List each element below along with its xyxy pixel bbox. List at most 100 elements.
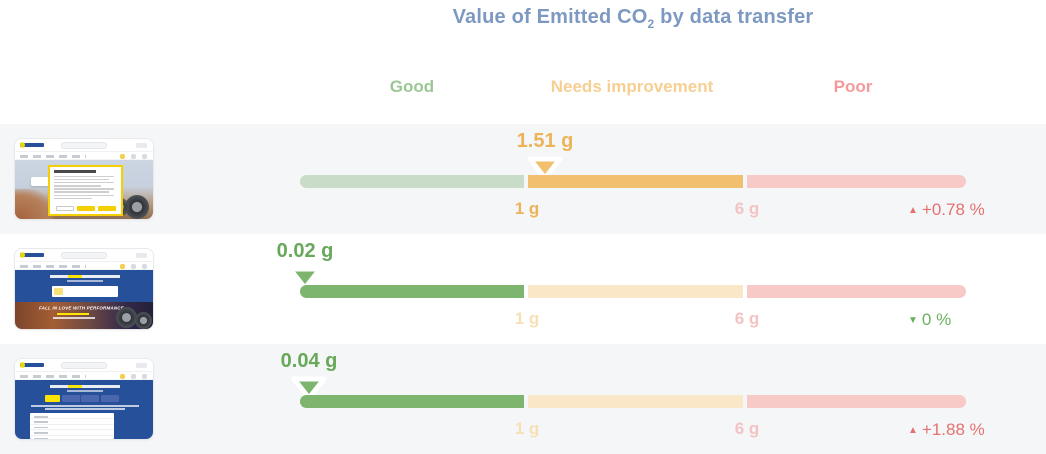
change-percent-value: +1.88 % [921, 420, 985, 439]
threshold-label-6g: 6 g [734, 419, 760, 438]
thumb-menu-icon [136, 253, 147, 258]
page-thumbnail-homepage: FALL IN LOVE WITH PERFORMANCE [14, 248, 154, 330]
thumb-nav-icon [142, 153, 147, 159]
tab-active [45, 395, 60, 402]
change-percent-value: 0 % [921, 310, 952, 329]
hero-subheading-line [67, 280, 103, 282]
gauge-segment-needs-improvement [528, 285, 743, 298]
thumb-search-bar [61, 142, 107, 149]
thumb-nav-icon-yellow [120, 263, 125, 269]
subscript-2: 2 [647, 17, 655, 31]
cookie-consent-dialog [48, 165, 123, 216]
gauge-segment-poor [747, 175, 966, 188]
thumb-search-bar [61, 252, 107, 259]
zone-label-needs-improvement: Needs improvement [550, 77, 714, 96]
thumb-hero-photo [15, 160, 153, 219]
thumb-menu-icon [136, 143, 147, 148]
thumb-site-header [15, 249, 153, 262]
dropdown-option [30, 414, 114, 420]
dialog-buttons [54, 206, 117, 211]
michelin-logo [20, 362, 44, 368]
tire-image [116, 307, 137, 328]
dialog-confirm-button [97, 206, 116, 211]
thumb-menu-icon [136, 363, 147, 368]
gauge-segment-needs-improvement [528, 395, 743, 408]
thumb-nav-bar [15, 152, 153, 160]
gauge-segment-poor [747, 395, 966, 408]
thumb-blue-hero [15, 270, 153, 302]
banner-text: FALL IN LOVE WITH PERFORMANCE [39, 306, 124, 312]
trend-up-icon: ▲ [908, 205, 918, 216]
threshold-label-6g: 6 g [734, 309, 760, 328]
thumb-nav-bar [15, 262, 153, 270]
dropdown-option [30, 436, 114, 439]
thumb-site-header [15, 139, 153, 152]
michelin-logo [20, 142, 44, 148]
threshold-label-1g: 1 g [514, 199, 540, 218]
dropdown-panel [30, 413, 114, 439]
dropdown-option [30, 425, 114, 431]
thumb-blue-body [15, 380, 153, 439]
threshold-label-6g: 6 g [734, 199, 760, 218]
tire-image [135, 312, 152, 329]
dropdown-option [30, 430, 114, 436]
gauge-segment-good [300, 285, 524, 298]
michelin-logo [20, 252, 44, 258]
emission-value: 0.04 g [280, 350, 338, 372]
banner-small-line [53, 317, 95, 319]
thumb-nav-icon-yellow [120, 153, 125, 159]
threshold-label-1g: 1 g [514, 309, 540, 328]
hero-search-box [52, 286, 118, 297]
thumb-nav-icon [131, 373, 136, 379]
dialog-ghost-button [55, 206, 74, 211]
gauge-row-homepage: FALL IN LOVE WITH PERFORMANCE 0.02 g 1 g… [0, 234, 1046, 344]
body-subheading-line [67, 390, 103, 392]
thumb-nav-icon [142, 263, 147, 269]
tab [81, 395, 99, 402]
thumb-nav-icon [131, 153, 136, 159]
banner-yellow-line [57, 313, 89, 315]
gauge-segment-poor [747, 285, 966, 298]
gauge-segment-good [300, 395, 524, 408]
thumb-site-header [15, 359, 153, 372]
dialog-title-line [54, 170, 96, 173]
body-text-line [45, 408, 125, 410]
dialog-accept-button [76, 206, 95, 211]
emission-value: 1.51 g [516, 130, 574, 152]
thumb-autumn-banner: FALL IN LOVE WITH PERFORMANCE [15, 302, 153, 329]
thumb-nav-icon [131, 263, 136, 269]
tab [100, 395, 119, 402]
change-percent: ▲ +1.88 % [908, 420, 985, 440]
thumb-nav-icon [142, 373, 147, 379]
gauge-marker-icon [527, 156, 563, 181]
gauge-marker-icon [287, 266, 323, 291]
selector-tabs [45, 395, 119, 402]
tab [61, 395, 80, 402]
hero-heading-line [50, 275, 120, 278]
gauge-marker-icon [291, 376, 327, 401]
zone-label-good: Good [389, 77, 435, 96]
change-percent: ▼ 0 % [908, 310, 951, 330]
threshold-label-1g: 1 g [514, 419, 540, 438]
body-text-line [31, 405, 139, 407]
gauge-segment-good [300, 175, 524, 188]
dropdown-option [30, 419, 114, 425]
page-title: Value of Emitted CO2 by data transfer [452, 6, 814, 31]
trend-up-icon: ▲ [908, 425, 918, 436]
gauge-row-cookie-consent: 1.51 g 1 g 6 g ▲ +0.78 % [0, 124, 1046, 234]
body-heading-line [50, 385, 120, 388]
gauge-segment-needs-improvement [528, 175, 743, 188]
thumb-nav-bar [15, 372, 153, 380]
gauge-row-tire-selector: 0.04 g 1 g 6 g ▲ +1.88 % [0, 344, 1046, 454]
page-thumbnail-cookie-consent [14, 138, 154, 220]
thumb-nav-icon-yellow [120, 373, 125, 379]
zone-label-poor: Poor [833, 77, 873, 96]
emission-value: 0.02 g [276, 240, 334, 262]
change-percent: ▲ +0.78 % [908, 200, 985, 220]
thumb-search-bar [61, 362, 107, 369]
trend-down-icon: ▼ [908, 315, 918, 326]
change-percent-value: +0.78 % [921, 200, 985, 219]
tire-image [125, 195, 149, 219]
page-thumbnail-tire-selector [14, 358, 154, 440]
